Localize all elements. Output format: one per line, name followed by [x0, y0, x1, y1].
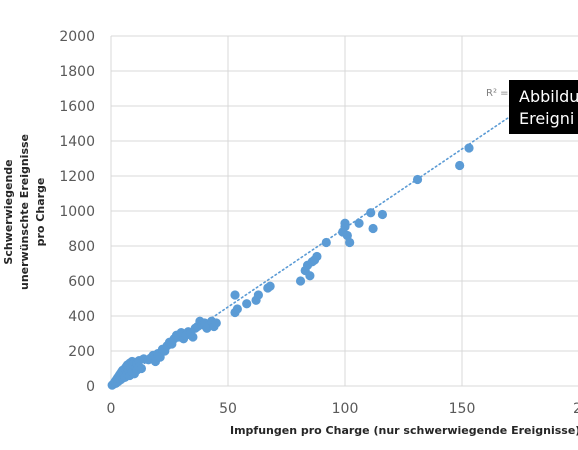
- y-tick-label: 1400: [59, 134, 95, 150]
- y-axis-title-line: Schwerwiegende: [2, 159, 15, 264]
- data-point: [253, 290, 264, 300]
- data-point: [354, 218, 364, 228]
- data-point: [295, 276, 306, 286]
- data-point: [211, 318, 221, 328]
- y-tick-label: 1600: [59, 99, 95, 115]
- r-squared-label: R² =: [486, 88, 509, 99]
- y-tick-label: 1200: [59, 169, 95, 185]
- x-axis-title: Impfungen pro Charge (nur schwerwiegende…: [230, 424, 578, 437]
- data-point: [340, 218, 350, 228]
- x-axis-ticks: 0 50 100 150 20: [107, 401, 578, 417]
- y-axis-title-line: pro Charge: [34, 178, 47, 247]
- y-tick-label: 0: [86, 379, 95, 395]
- data-point: [455, 160, 465, 171]
- x-tick-label: 100: [332, 401, 359, 417]
- data-point: [345, 237, 355, 248]
- tooltip: Abbildu Ereigni: [509, 80, 578, 134]
- tooltip-line-2: Ereigni: [519, 109, 575, 128]
- y-tick-label: 1000: [59, 204, 95, 220]
- y-tick-label: 200: [68, 344, 95, 360]
- tooltip-line-1: Abbildu: [519, 87, 578, 106]
- data-point: [305, 271, 315, 281]
- x-tick-label: 150: [449, 401, 476, 417]
- x-tick-label: 0: [107, 401, 116, 417]
- data-point: [464, 143, 474, 153]
- y-tick-label: 1800: [59, 64, 95, 80]
- data-point: [342, 230, 352, 241]
- data-point: [368, 223, 378, 234]
- grid-lines: [110, 35, 578, 387]
- data-point: [242, 299, 252, 309]
- y-tick-label: 400: [68, 309, 95, 325]
- y-tick-label: 2000: [59, 29, 95, 45]
- data-point: [312, 251, 322, 262]
- data-point: [366, 208, 376, 218]
- data-point: [232, 304, 242, 314]
- data-point: [412, 174, 423, 185]
- y-tick-label: 800: [68, 239, 95, 255]
- y-axis-ticks: 0 200 400 600 800 1000 1200 1400 1600 1800 2000: [59, 29, 95, 395]
- y-tick-label: 600: [68, 274, 95, 290]
- data-points: [107, 143, 474, 390]
- data-point: [265, 281, 275, 291]
- x-tick-label: 20: [573, 401, 578, 417]
- x-tick-label: 50: [219, 401, 237, 417]
- data-point: [188, 332, 198, 342]
- y-axis-title: Schwerwiegende unerwünschte Ereignisse pro…: [2, 134, 47, 290]
- data-point: [321, 237, 331, 248]
- data-point: [136, 363, 147, 374]
- data-point: [377, 209, 388, 220]
- y-axis-title-line: unerwünschte Ereignisse: [18, 134, 31, 290]
- data-point: [230, 290, 240, 300]
